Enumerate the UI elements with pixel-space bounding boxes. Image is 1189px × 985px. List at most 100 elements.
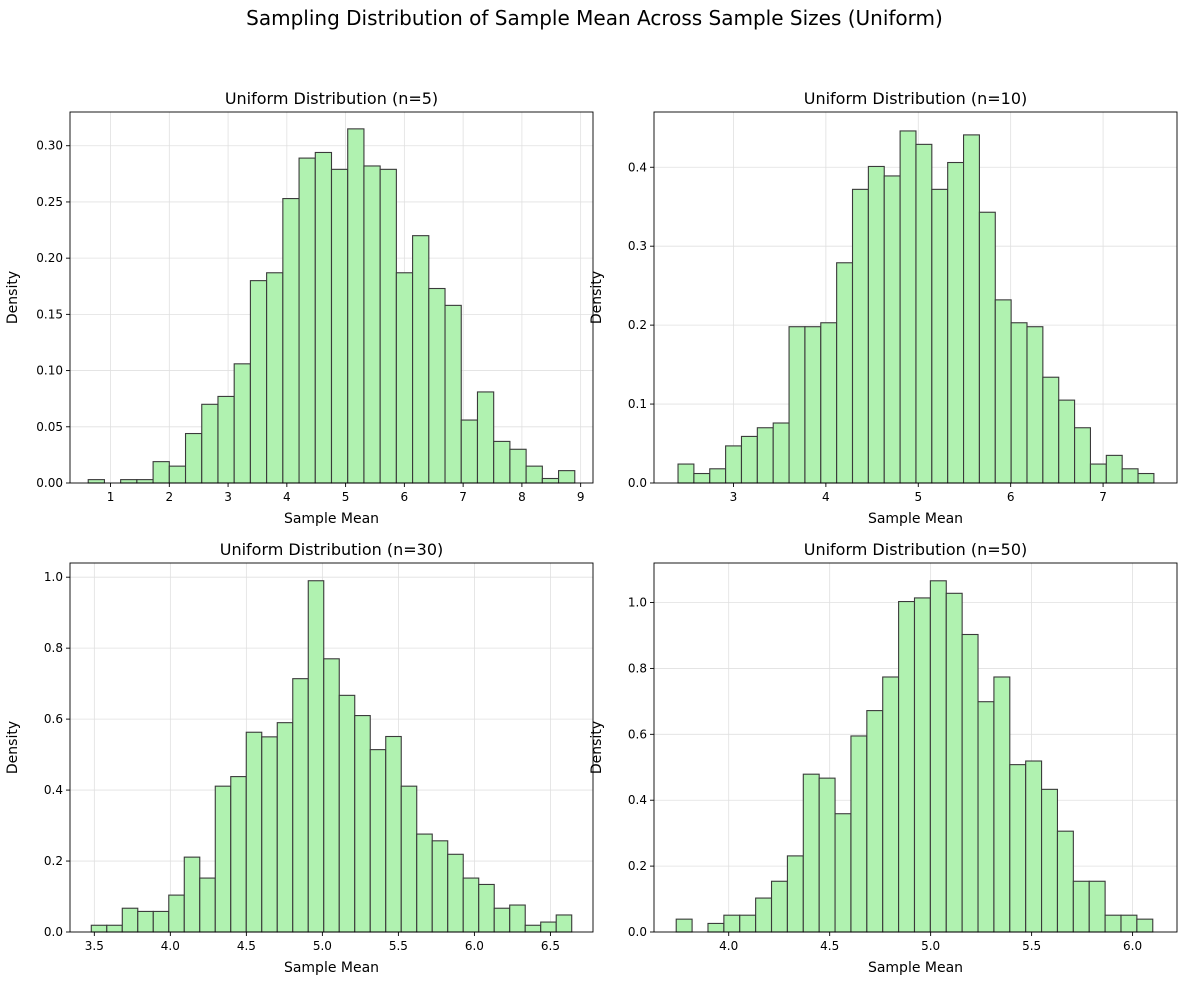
subplot-3: 3.5 4.0 4.5 5.0 5.5 6.0 6.5 0.0 0.2 0.4 0.6 0.8 1.0 U… bbox=[5, 540, 594, 976]
y-tick-label: 0.3 bbox=[628, 239, 647, 253]
histogram-bar bbox=[1074, 427, 1091, 484]
histogram-bar bbox=[1041, 788, 1059, 933]
histogram-bar bbox=[525, 465, 543, 484]
axes-frame bbox=[69, 562, 594, 933]
histogram-bar bbox=[347, 128, 365, 484]
histogram-bar bbox=[214, 785, 232, 933]
x-tick-label: 5 bbox=[342, 490, 350, 504]
histogram-bar bbox=[412, 235, 430, 484]
histogram-bar bbox=[677, 463, 695, 484]
subplot-4: 4.0 4.5 5.0 5.5 6.0 0.0 0.2 0.4 0.6 0.8 1.0 Uniform… bbox=[589, 540, 1178, 976]
x-axis-label: Sample Mean bbox=[868, 511, 963, 527]
histogram-bar bbox=[1136, 918, 1154, 933]
histogram-bar bbox=[786, 855, 804, 933]
y-tick-label: 1.0 bbox=[44, 570, 63, 584]
histogram-bar bbox=[740, 435, 758, 484]
histogram-bar bbox=[707, 922, 725, 933]
histogram-bar bbox=[478, 883, 495, 933]
histogram-bar bbox=[1058, 399, 1076, 484]
histogram-bar bbox=[90, 924, 108, 933]
histogram-bar bbox=[400, 785, 418, 933]
y-axis-label: Density bbox=[5, 271, 21, 324]
y-tick-label: 0.2 bbox=[44, 854, 63, 868]
histogram-bar bbox=[493, 440, 511, 484]
histogram-bar bbox=[931, 188, 949, 484]
histogram-bar bbox=[447, 853, 464, 933]
x-tick-label: 4.5 bbox=[237, 939, 256, 953]
x-tick-label: 9 bbox=[577, 490, 585, 504]
histogram-bar bbox=[913, 597, 931, 933]
x-tick-label: 7 bbox=[459, 490, 467, 504]
histogram-bar bbox=[137, 910, 154, 933]
x-tick-label: 4 bbox=[283, 490, 291, 504]
subplot-title: Uniform Distribution (n=30) bbox=[220, 540, 444, 559]
histogram-bar bbox=[217, 395, 235, 484]
histogram-bar bbox=[882, 676, 900, 933]
y-tick-label: 0.05 bbox=[36, 420, 63, 434]
histogram-bar bbox=[323, 658, 340, 933]
x-axis-label: Sample Mean bbox=[868, 960, 963, 976]
histogram-bar bbox=[725, 445, 743, 484]
y-tick-label: 0.4 bbox=[628, 160, 647, 174]
histogram-bar bbox=[818, 777, 836, 933]
histogram-bar bbox=[199, 877, 216, 933]
y-tick-label: 0.20 bbox=[36, 251, 63, 265]
histogram-bar bbox=[836, 262, 854, 484]
x-tick-label: 5.0 bbox=[313, 939, 332, 953]
y-tick-label: 0.4 bbox=[44, 783, 63, 797]
histogram-bar bbox=[201, 403, 219, 484]
x-tick-label: 6.0 bbox=[1123, 939, 1142, 953]
x-tick-label: 4 bbox=[822, 490, 830, 504]
x-tick-label: 4.0 bbox=[161, 939, 180, 953]
histogram-bar bbox=[693, 472, 711, 484]
histogram-bar bbox=[723, 914, 741, 933]
histogram-bar bbox=[978, 211, 996, 484]
histogram-bar bbox=[444, 304, 462, 484]
histogram-bar bbox=[788, 326, 806, 484]
histogram-bar bbox=[460, 419, 479, 484]
histogram-bar bbox=[756, 427, 774, 484]
histogram-bar bbox=[915, 143, 933, 484]
histogram-bar bbox=[292, 678, 309, 933]
histogram-bar bbox=[261, 736, 278, 933]
histogram-bar bbox=[962, 134, 980, 484]
y-tick-label: 0.8 bbox=[628, 661, 647, 675]
histogram-bar bbox=[555, 914, 573, 933]
y-tick-label: 0.0 bbox=[628, 925, 647, 939]
histogram-bar bbox=[431, 840, 449, 933]
x-tick-label: 5.5 bbox=[389, 939, 408, 953]
histogram-bar bbox=[87, 479, 105, 484]
histogram-bar bbox=[1042, 376, 1060, 484]
y-tick-label: 0.6 bbox=[628, 727, 647, 741]
histogram-bar bbox=[1104, 914, 1122, 933]
x-tick-label: 3 bbox=[224, 490, 232, 504]
histogram-bar bbox=[168, 465, 187, 484]
histogram-bar bbox=[772, 422, 790, 484]
histogram-bar bbox=[1010, 322, 1028, 484]
histogram-bar bbox=[961, 633, 979, 933]
histogram-bar bbox=[540, 921, 557, 933]
histogram-bar bbox=[233, 363, 251, 484]
y-tick-label: 0.10 bbox=[36, 364, 63, 378]
subplot-title: Uniform Distribution (n=50) bbox=[804, 540, 1028, 559]
histogram-bar bbox=[1026, 326, 1044, 484]
histogram-bar bbox=[245, 731, 263, 933]
histogram-bar bbox=[820, 322, 838, 484]
histogram-bar bbox=[330, 168, 349, 484]
x-tick-label: 5 bbox=[914, 490, 922, 504]
histogram-bar bbox=[1121, 468, 1139, 484]
histogram-bar bbox=[314, 151, 333, 484]
histogram-bar bbox=[1009, 764, 1027, 933]
x-tick-label: 4.5 bbox=[820, 939, 839, 953]
histogram-bar bbox=[152, 461, 170, 484]
x-tick-label: 5.0 bbox=[921, 939, 940, 953]
x-tick-label: 6 bbox=[401, 490, 409, 504]
histogram-bar bbox=[307, 580, 325, 933]
y-tick-label: 1.0 bbox=[628, 596, 647, 610]
histogram-bar bbox=[1137, 472, 1155, 484]
histogram-bar bbox=[1056, 830, 1074, 933]
histogram-bar bbox=[183, 856, 201, 933]
histogram-bar bbox=[476, 391, 495, 484]
x-tick-label: 6 bbox=[1007, 490, 1015, 504]
